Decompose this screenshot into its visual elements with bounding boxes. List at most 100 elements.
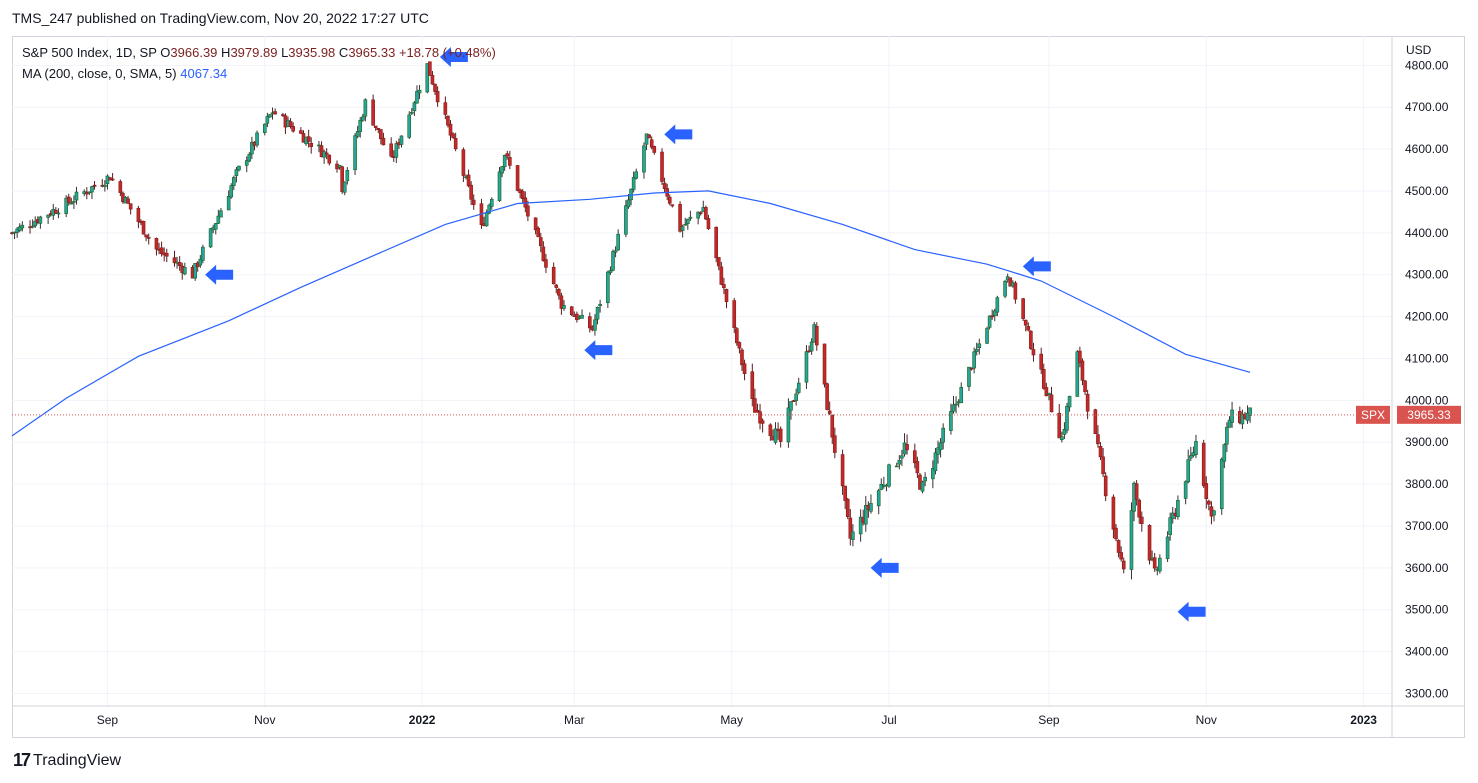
candle-body bbox=[848, 517, 853, 539]
candle-body bbox=[913, 450, 917, 464]
candle-body bbox=[92, 184, 97, 187]
candle-body bbox=[469, 184, 473, 200]
candle-body bbox=[1152, 557, 1157, 569]
ma-legend[interactable]: MA (200, close, 0, SMA, 5) 4067.34 bbox=[22, 66, 227, 81]
candle-body bbox=[949, 411, 953, 431]
candle-body bbox=[110, 178, 115, 181]
candle-body bbox=[631, 177, 636, 190]
candle-body bbox=[587, 316, 592, 329]
candle-body bbox=[213, 223, 218, 230]
candle-body bbox=[265, 116, 270, 124]
candle-body bbox=[505, 153, 510, 157]
arrow-marker-icon bbox=[439, 46, 468, 67]
candle-body bbox=[376, 127, 381, 130]
candle-body bbox=[226, 195, 231, 211]
candle-body bbox=[141, 220, 146, 235]
candle-body bbox=[559, 295, 564, 309]
candle-body bbox=[1225, 426, 1229, 445]
candle-body bbox=[1041, 369, 1046, 389]
candle-body bbox=[433, 83, 437, 92]
candle-body bbox=[1111, 496, 1116, 530]
candle-body bbox=[724, 289, 729, 303]
candle-body bbox=[660, 151, 664, 182]
candle-body bbox=[342, 181, 347, 193]
candle-body bbox=[698, 212, 703, 214]
candle-body bbox=[876, 490, 881, 507]
candle-body bbox=[126, 198, 130, 204]
candle-body bbox=[262, 123, 267, 133]
candle-body bbox=[683, 223, 688, 226]
candle-body bbox=[56, 212, 61, 215]
candle-body bbox=[443, 102, 448, 115]
candle-body bbox=[536, 227, 541, 238]
candle-body bbox=[796, 382, 801, 393]
candle-body bbox=[425, 63, 430, 93]
candle-body bbox=[954, 403, 958, 406]
candle-body bbox=[381, 137, 386, 146]
candle-body bbox=[647, 134, 651, 139]
candle-body bbox=[358, 119, 363, 132]
candle-body bbox=[920, 481, 925, 492]
candle-body bbox=[159, 247, 164, 254]
y-tick-label: 3900.00 bbox=[1405, 435, 1449, 449]
candle-body bbox=[208, 228, 213, 248]
candle-body bbox=[593, 319, 597, 331]
candle-body bbox=[686, 218, 690, 224]
y-tick-label: 4400.00 bbox=[1405, 226, 1449, 240]
candle-body bbox=[1230, 409, 1234, 423]
ohlc-legend[interactable]: S&P 500 Index, 1D, SP O3966.39 H3979.89 … bbox=[22, 45, 496, 60]
candle-body bbox=[33, 220, 38, 227]
candle-body bbox=[363, 99, 368, 117]
symbol-tag: SPX bbox=[1361, 408, 1385, 422]
candle-body bbox=[1026, 326, 1031, 331]
candle-body bbox=[1044, 387, 1049, 397]
candle-body bbox=[1189, 455, 1193, 459]
candle-body bbox=[371, 99, 375, 126]
open-label: O3966.39 bbox=[160, 45, 218, 60]
candle-body bbox=[379, 129, 383, 140]
candle-body bbox=[1031, 349, 1036, 356]
candle-body bbox=[1168, 517, 1172, 536]
candle-body bbox=[281, 114, 285, 116]
y-tick-label: 4300.00 bbox=[1405, 268, 1449, 282]
candle-body bbox=[448, 123, 453, 136]
candle-body bbox=[544, 259, 548, 268]
candle-body bbox=[319, 145, 324, 158]
candle-body bbox=[17, 226, 22, 231]
candle-body bbox=[931, 467, 935, 480]
candle-body bbox=[461, 149, 466, 176]
y-tick-label: 4800.00 bbox=[1405, 58, 1449, 72]
candle-body bbox=[471, 199, 476, 205]
candle-body bbox=[827, 410, 832, 414]
candle-body bbox=[778, 428, 783, 442]
candle-body bbox=[428, 61, 432, 76]
tradingview-logo-icon: 17 bbox=[13, 750, 31, 770]
last-price-tag: SPX 3965.33 bbox=[1356, 405, 1461, 424]
last-price-tag-bg bbox=[1397, 405, 1461, 424]
candle-body bbox=[497, 171, 502, 201]
candle-body bbox=[678, 204, 682, 232]
candle-body bbox=[255, 132, 259, 146]
candle-body bbox=[193, 263, 197, 279]
ma-200-line bbox=[11, 190, 1251, 437]
candle-body bbox=[951, 404, 956, 412]
ma-label: MA (200, close, 0, SMA, 5) bbox=[22, 66, 177, 81]
candle-body bbox=[412, 102, 417, 112]
candle-body bbox=[489, 198, 494, 207]
candle-body bbox=[306, 136, 311, 142]
tradingview-footer[interactable]: 17 TradingView bbox=[13, 750, 121, 771]
candle-body bbox=[905, 444, 909, 451]
candle-body bbox=[399, 135, 404, 145]
candle-body bbox=[1098, 446, 1103, 458]
candle-body bbox=[250, 142, 254, 155]
candle-body bbox=[642, 145, 646, 173]
candle-body bbox=[229, 185, 234, 198]
candle-body bbox=[232, 177, 236, 186]
candle-body bbox=[887, 464, 891, 487]
candle-body bbox=[324, 152, 329, 155]
candle-body bbox=[941, 427, 945, 443]
candle-body bbox=[706, 218, 711, 229]
candle-body bbox=[804, 351, 809, 383]
candle-body bbox=[652, 146, 657, 153]
